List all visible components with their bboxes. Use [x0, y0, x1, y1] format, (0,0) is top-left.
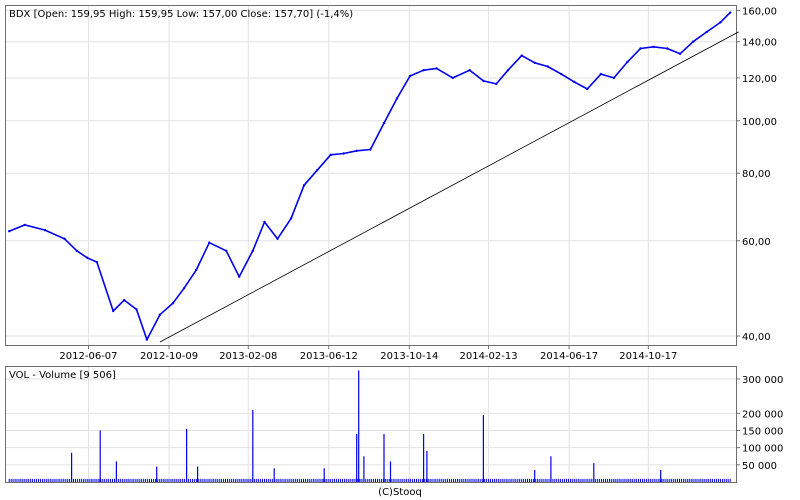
x-tick-label: 2013-06-12 [300, 351, 358, 362]
x-tick-label: 2012-06-07 [59, 351, 117, 362]
price-point [171, 302, 175, 305]
price-point [408, 74, 412, 78]
price-point [86, 256, 89, 259]
price-point [355, 149, 358, 152]
price-point [533, 61, 536, 64]
price-point [395, 97, 399, 100]
price-y-tick-label: 120,00 [742, 74, 777, 85]
price-point [468, 69, 471, 72]
price-point [382, 121, 386, 125]
price-point [315, 169, 319, 172]
price-point [626, 60, 629, 64]
price-point [678, 52, 682, 55]
price-point [666, 47, 669, 50]
volume-y-axis: 50 000 100 000 150 000 200 000 300 000 [736, 375, 783, 472]
price-point [276, 237, 279, 240]
price-point [719, 21, 722, 24]
price-point [225, 249, 228, 252]
price-y-tick-label: 80,00 [742, 169, 771, 180]
volume-y-tick-label: 300 000 [742, 375, 783, 386]
volume-panel [5, 366, 737, 483]
volume-grid [6, 367, 736, 482]
volume-y-tick-label: 50 000 [742, 461, 777, 472]
price-point [369, 148, 372, 151]
price-grid [6, 6, 736, 345]
x-tick-label: 2012-10-09 [140, 351, 198, 362]
price-point [135, 308, 138, 311]
price-point [495, 82, 498, 86]
price-point [560, 72, 563, 76]
price-point [546, 65, 549, 68]
price-chart-title: BDX [Open: 159,95 High: 159,95 Low: 157,… [9, 9, 353, 20]
price-point [573, 80, 576, 84]
volume-y-tick-label: 200 000 [742, 409, 783, 420]
price-point [208, 241, 211, 244]
price-point [95, 260, 99, 264]
price-point [23, 223, 26, 227]
price-y-tick-label: 60,00 [742, 237, 771, 248]
price-point [8, 230, 11, 233]
price-series-layer [8, 11, 732, 341]
x-tick-label: 2013-02-08 [219, 351, 277, 362]
x-axis: 2012-06-07 2012-10-09 2013-02-08 2013-06-12… [59, 345, 677, 362]
x-tick-label: 2014-10-17 [619, 351, 677, 362]
trendline-layer [159, 31, 739, 343]
price-point [482, 79, 485, 83]
x-tick-label: 2014-02-13 [459, 351, 517, 362]
volume-chart-title: VOL - Volume [9 506] [9, 370, 116, 381]
price-point [652, 45, 655, 48]
price-y-tick-label: 160,00 [742, 6, 777, 17]
price-point [705, 30, 708, 34]
price-point [422, 69, 425, 72]
price-point [263, 220, 266, 224]
price-point [599, 72, 603, 76]
price-point [729, 11, 732, 14]
price-point [43, 228, 47, 232]
price-point [639, 47, 642, 50]
price-point [123, 298, 126, 302]
price-point [289, 217, 293, 220]
trendline [159, 31, 739, 343]
price-y-tick-label: 140,00 [742, 38, 777, 49]
price-point [435, 67, 438, 70]
price-point [451, 76, 454, 80]
volume-y-tick-label: 150 000 [742, 427, 783, 438]
price-point [182, 287, 186, 290]
footer-credit: (C)Stooq [378, 487, 422, 498]
price-y-tick-label: 100,00 [742, 117, 777, 128]
price-point [691, 40, 695, 43]
price-point [112, 309, 115, 313]
price-point [75, 249, 79, 252]
volume-y-tick-label: 100 000 [742, 444, 783, 455]
price-point [342, 152, 345, 155]
price-panel [5, 5, 737, 346]
price-point [238, 275, 241, 278]
price-point [63, 237, 66, 240]
price-point [329, 153, 332, 156]
price-point [195, 268, 198, 272]
volume-bars-layer [8, 370, 731, 482]
price-point [520, 54, 523, 57]
x-tick-label: 2014-06-17 [540, 351, 598, 362]
price-y-axis: 40,00 60,00 80,00 100,00 120,00 140,00 160,00 [736, 6, 777, 343]
price-y-tick-label: 40,00 [742, 332, 771, 343]
price-point [506, 69, 510, 72]
price-point [586, 87, 589, 91]
price-point [612, 76, 616, 80]
price-point [302, 184, 306, 187]
price-point [158, 313, 162, 316]
price-point [251, 249, 254, 252]
x-tick-label: 2013-10-14 [380, 351, 438, 362]
price-point [145, 338, 149, 341]
